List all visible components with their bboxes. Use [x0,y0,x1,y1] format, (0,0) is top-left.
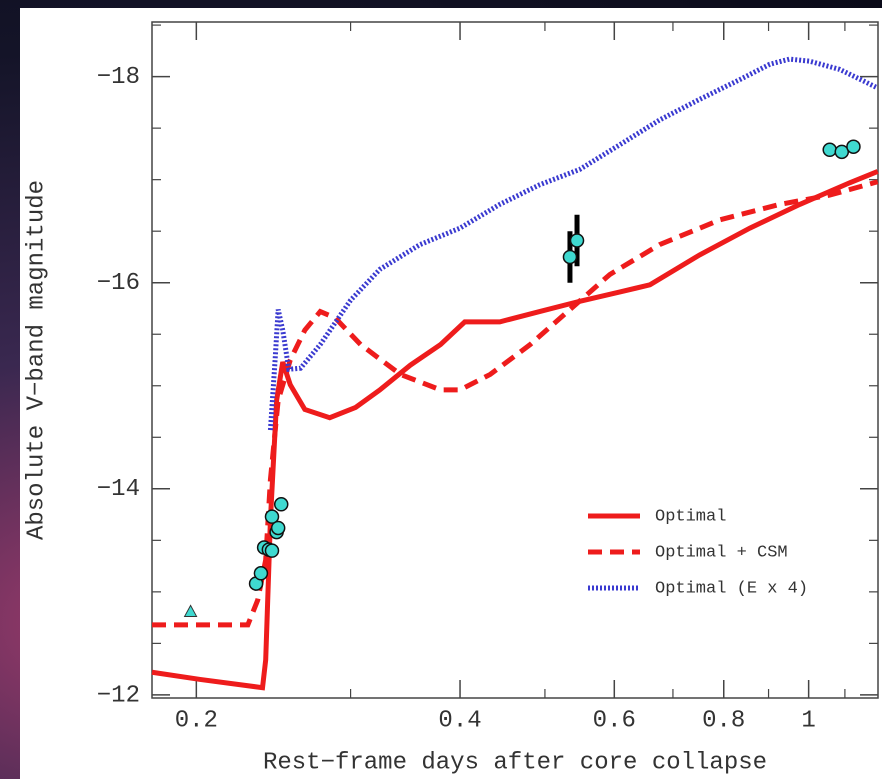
x-tick-label: 0.8 [702,707,745,734]
line-dotted [267,56,879,431]
upper-limit [183,604,198,617]
line-solid [151,169,879,691]
observation [253,566,269,581]
x-tick-label: 0.2 [175,707,218,734]
y-tick-label: −14 [97,476,140,503]
x-axis-label: Rest−frame days after core collapse [263,749,767,776]
x-tick-label: 0.6 [593,707,636,734]
y-axis-label: Absolute V−band magnitude [23,180,50,540]
observation [569,233,585,248]
y-tick-label: −16 [97,270,140,297]
observation [264,509,280,524]
observation [264,543,280,558]
x-tick-label: 1 [801,707,815,734]
legend-label: Optimal (E x 4) [655,579,808,598]
observation [834,144,850,160]
line-dashed [152,179,879,628]
observation [822,142,837,158]
observation [270,520,286,536]
y-tick-label: −12 [97,682,140,709]
legend-label: Optimal [655,507,726,526]
legend-label: Optimal + CSM [655,543,788,562]
x-tick-label: 0.4 [438,707,481,734]
observation [273,497,289,512]
y-tick-label: −18 [97,64,140,91]
plot-panel [20,8,882,779]
observation [846,139,861,154]
observation [562,249,578,265]
axes-frame [151,21,879,699]
